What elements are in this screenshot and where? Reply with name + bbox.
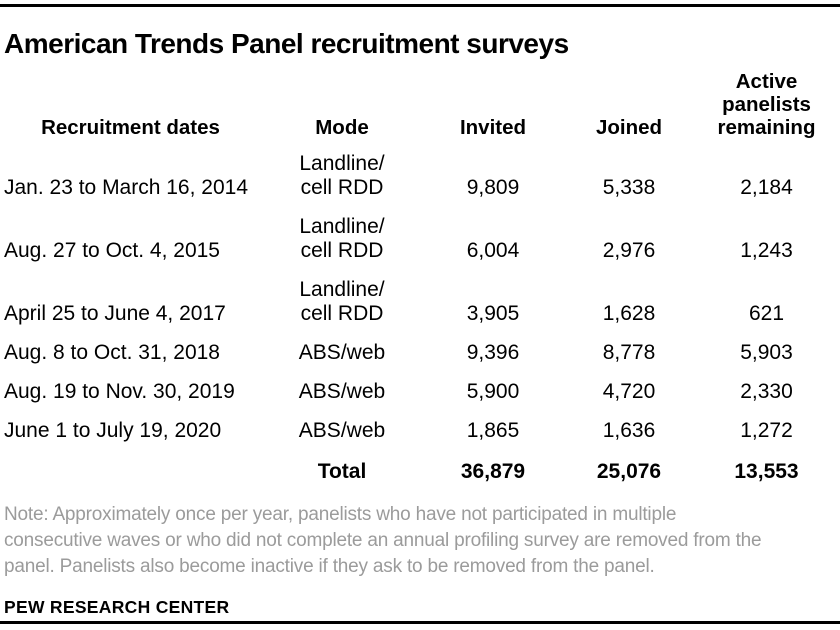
cell-dates: Aug. 19 to Nov. 30, 2019 bbox=[4, 380, 235, 403]
column-header-active-panelists-remaining: Active panelists remaining bbox=[717, 70, 816, 139]
cell-mode: Landline/ cell RDD bbox=[299, 215, 385, 262]
bottom-rule bbox=[0, 621, 840, 624]
column-header-mode: Mode bbox=[315, 116, 369, 139]
total-row: Total 36,879 25,076 13,553 bbox=[4, 448, 834, 489]
page-title: American Trends Panel recruitment survey… bbox=[4, 28, 569, 59]
cell-active-remaining: 2,184 bbox=[740, 176, 793, 199]
column-header-joined: Joined bbox=[595, 116, 663, 139]
cell-dates: Jan. 23 to March 16, 2014 bbox=[4, 176, 248, 199]
cell-joined: 2,976 bbox=[602, 239, 656, 262]
source-attribution: PEW RESEARCH CENTER bbox=[4, 597, 230, 617]
cell-joined: 1,636 bbox=[602, 419, 656, 442]
table-row: Jan. 23 to March 16, 2014 Landline/ cell… bbox=[4, 142, 834, 205]
cell-mode: Landline/ cell RDD bbox=[299, 278, 385, 325]
cell-joined: 5,338 bbox=[602, 176, 656, 199]
cell-mode: ABS/web bbox=[298, 380, 386, 403]
cell-invited: 5,900 bbox=[466, 380, 520, 403]
cell-dates: Aug. 8 to Oct. 31, 2018 bbox=[4, 341, 220, 364]
table-row: Aug. 8 to Oct. 31, 2018 ABS/web 9,396 8,… bbox=[4, 331, 834, 370]
cell-joined: 1,628 bbox=[602, 302, 656, 325]
cell-active-remaining: 1,243 bbox=[740, 239, 793, 262]
cell-invited: 6,004 bbox=[466, 239, 520, 262]
cell-invited: 9,396 bbox=[466, 341, 520, 364]
table-row: Aug. 27 to Oct. 4, 2015 Landline/ cell R… bbox=[4, 205, 834, 268]
cell-mode: ABS/web bbox=[298, 341, 386, 364]
total-invited: 36,879 bbox=[460, 460, 526, 483]
cell-joined: 4,720 bbox=[602, 380, 656, 403]
table-header: Recruitment dates Mode Invited Joined Ac… bbox=[4, 70, 834, 142]
cell-active-remaining: 621 bbox=[748, 302, 785, 325]
column-header-recruitment-dates: Recruitment dates bbox=[41, 116, 220, 139]
total-active-remaining: 13,553 bbox=[734, 460, 799, 483]
total-label: Total bbox=[317, 460, 367, 483]
footnote: Note: Approximately once per year, panel… bbox=[4, 504, 762, 577]
top-rule bbox=[0, 4, 840, 7]
cell-active-remaining: 2,330 bbox=[740, 380, 793, 403]
cell-invited: 9,809 bbox=[466, 176, 520, 199]
cell-active-remaining: 1,272 bbox=[740, 419, 793, 442]
cell-mode: Landline/ cell RDD bbox=[299, 152, 385, 199]
table-body: Jan. 23 to March 16, 2014 Landline/ cell… bbox=[4, 142, 834, 489]
cell-dates: Aug. 27 to Oct. 4, 2015 bbox=[4, 239, 220, 262]
recruitment-table: Recruitment dates Mode Invited Joined Ac… bbox=[4, 70, 834, 489]
table-row: June 1 to July 19, 2020 ABS/web 1,865 1,… bbox=[4, 409, 834, 448]
cell-dates: April 25 to June 4, 2017 bbox=[4, 302, 226, 325]
cell-dates-empty bbox=[4, 448, 257, 489]
header-row: Recruitment dates Mode Invited Joined Ac… bbox=[4, 70, 834, 142]
cell-invited: 3,905 bbox=[466, 302, 520, 325]
table-row: April 25 to June 4, 2017 Landline/ cell … bbox=[4, 268, 834, 331]
cell-joined: 8,778 bbox=[602, 341, 656, 364]
column-header-invited: Invited bbox=[459, 116, 527, 139]
cell-dates: June 1 to July 19, 2020 bbox=[4, 419, 222, 442]
total-joined: 25,076 bbox=[596, 460, 662, 483]
cell-invited: 1,865 bbox=[466, 419, 520, 442]
cell-active-remaining: 5,903 bbox=[740, 341, 793, 364]
cell-mode: ABS/web bbox=[298, 419, 386, 442]
table-row: Aug. 19 to Nov. 30, 2019 ABS/web 5,900 4… bbox=[4, 370, 834, 409]
